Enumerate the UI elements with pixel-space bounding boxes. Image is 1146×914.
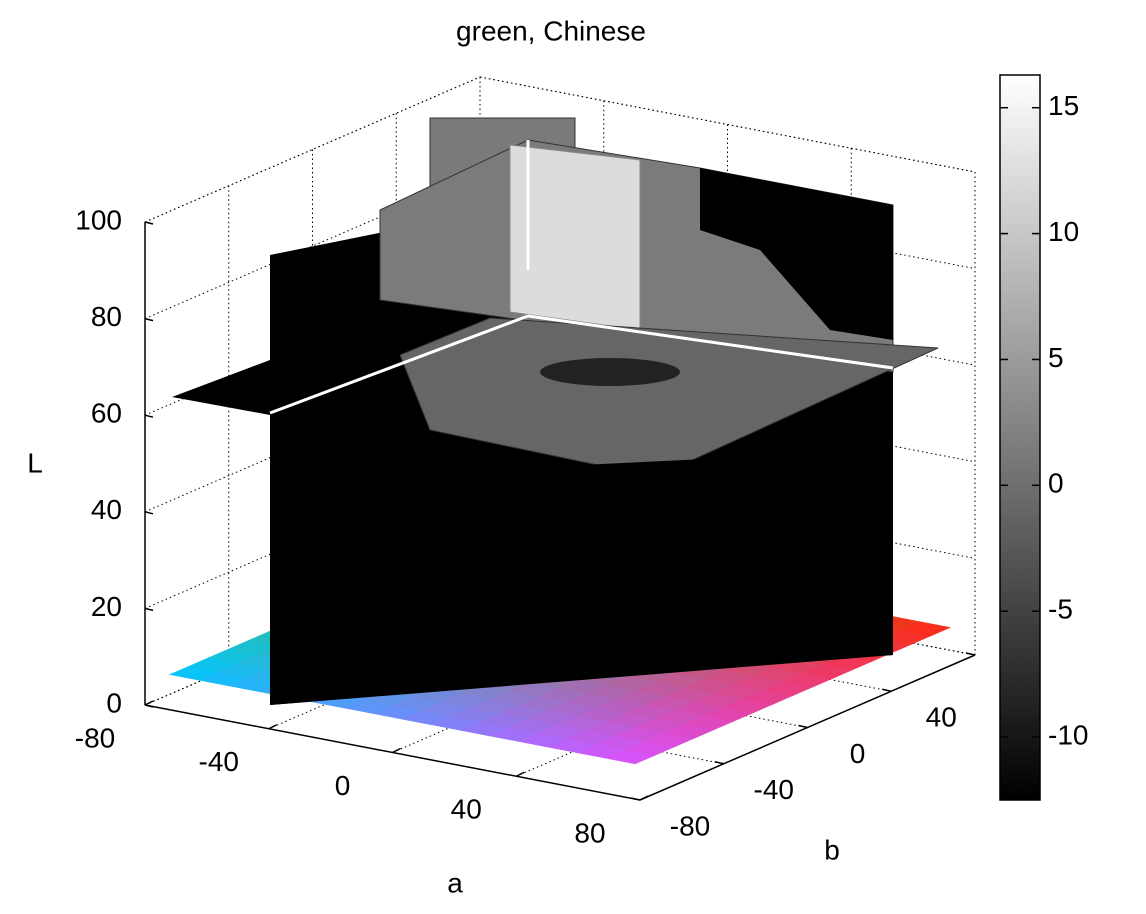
slice-edge [527, 314, 894, 370]
colorbar-tick-label: 5 [1048, 342, 1064, 373]
z-tick [144, 414, 154, 418]
y-tick-label: 40 [926, 702, 957, 733]
y-tick [798, 724, 808, 729]
y-tick [882, 688, 892, 692]
slice-edge [269, 314, 529, 415]
z-tick-label: 80 [91, 301, 122, 332]
y-tick-label: -40 [754, 774, 794, 805]
colorbar-tick-label: 15 [1048, 90, 1079, 121]
y-tick-label: -80 [670, 810, 710, 841]
z-tick-label: 60 [91, 398, 122, 429]
z-tick [144, 221, 154, 225]
colorbar-tick-label: 10 [1048, 216, 1079, 247]
grid-line [479, 76, 976, 173]
x-tick [392, 747, 401, 754]
x-axis-label: a [447, 867, 463, 898]
z-tick [144, 317, 154, 322]
colorbar-tick-label: 0 [1048, 468, 1064, 499]
y-tick [630, 797, 641, 801]
colorbar [999, 74, 1041, 801]
z-tick [144, 704, 154, 708]
color-plane [168, 450, 952, 765]
slice-front-lower [270, 450, 893, 705]
slice-horizontal [399, 317, 939, 478]
colorbar-tick-label: -10 [1048, 719, 1088, 750]
slice-left-horizontal [172, 360, 270, 415]
color-cell [900, 621, 952, 637]
x-tick [268, 724, 278, 730]
y-tick [714, 761, 724, 765]
colorbar-axis: -10 -5 0 5 10 15 [1000, 90, 1088, 750]
x-tick [639, 795, 649, 801]
x-tick-label: 80 [574, 817, 605, 848]
chart-title: green, Chinese [456, 15, 646, 46]
z-tick-label: 20 [91, 591, 122, 622]
y-tick [965, 652, 976, 656]
x-tick-label: -40 [199, 746, 239, 777]
z-tick [144, 511, 154, 515]
slice-dark-spot [540, 358, 680, 386]
z-axis-label: L [27, 447, 43, 478]
slice-dark [700, 168, 893, 340]
z-tick-label: 100 [75, 204, 122, 235]
z-tick-label: 0 [106, 687, 122, 718]
x-tick-label: -80 [75, 722, 115, 753]
z-tick-label: 40 [91, 494, 122, 525]
colorbar-tick-label: -5 [1048, 594, 1073, 625]
x-tick-label: 40 [451, 794, 482, 825]
x-tick [144, 700, 154, 706]
y-axis-label: b [824, 834, 840, 865]
x-tick [515, 771, 525, 777]
y-tick-label: 0 [850, 738, 866, 769]
z-tick [144, 607, 154, 612]
x-tick-label: 0 [335, 770, 351, 801]
